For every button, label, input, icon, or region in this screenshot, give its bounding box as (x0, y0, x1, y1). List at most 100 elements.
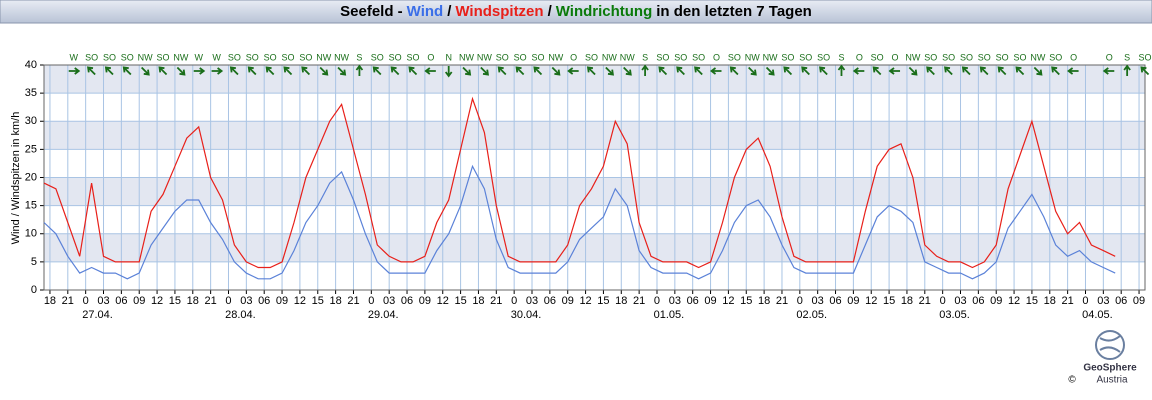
x-tick-label: 09 (276, 295, 288, 307)
date-label: 28.04. (225, 309, 256, 321)
x-tick-label: 12 (437, 295, 449, 307)
direction-arrow (801, 66, 810, 76)
direction-label: SO (781, 52, 794, 62)
direction-label: NW (620, 52, 635, 62)
band (44, 177, 1145, 206)
x-tick-label: 15 (740, 295, 752, 307)
direction-arrow (480, 66, 489, 76)
x-tick-label: 06 (115, 295, 127, 307)
y-tick-label: 20 (25, 171, 37, 183)
direction-arrow (605, 66, 614, 76)
direction-label: SO (496, 52, 509, 62)
direction-label: SO (1138, 52, 1151, 62)
direction-label: O (892, 52, 899, 62)
direction-label: SO (1049, 52, 1062, 62)
direction-label: SO (978, 52, 991, 62)
direction-label: SO (817, 52, 830, 62)
direction-arrow (1051, 66, 1060, 76)
direction-label: NW (138, 52, 153, 62)
x-tick-label: 0 (1082, 295, 1088, 307)
x-tick-label: 03 (812, 295, 824, 307)
x-tick-label: 03 (669, 295, 681, 307)
direction-arrow (729, 66, 739, 76)
x-tick-label: 09 (847, 295, 859, 307)
direction-label: NW (459, 52, 474, 62)
direction-label: S (356, 52, 362, 62)
x-tick-label: 0 (83, 295, 89, 307)
direction-label: SO (531, 52, 544, 62)
logo (1095, 330, 1125, 360)
x-tick-label: 18 (44, 295, 56, 307)
x-tick-label: 21 (776, 295, 788, 307)
direction-label: NW (477, 52, 492, 62)
x-tick-label: 09 (990, 295, 1002, 307)
series-line (43, 164, 1116, 280)
direction-label: SO (692, 52, 705, 62)
direction-label: S (838, 52, 844, 62)
date-label: 27.04. (82, 309, 113, 321)
title-part: / (447, 3, 452, 20)
direction-label: W (212, 52, 221, 62)
direction-label: SO (299, 52, 312, 62)
direction-arrow (1140, 66, 1150, 76)
x-tick-label: 18 (758, 295, 770, 307)
direction-arrow (888, 67, 901, 75)
direction-arrow (926, 66, 935, 76)
series-line (43, 96, 1116, 269)
direction-label: SO (996, 52, 1009, 62)
direction-arrow (997, 66, 1007, 76)
direction-label: NW (548, 52, 563, 62)
x-tick-label: 18 (187, 295, 199, 307)
direction-label: SO (103, 52, 116, 62)
direction-arrow (301, 66, 311, 76)
y-tick-label: 35 (25, 87, 37, 99)
x-tick-label: 0 (940, 295, 946, 307)
direction-label: SO (228, 52, 241, 62)
x-tick-label: 0 (511, 295, 517, 307)
x-tick-label: 15 (454, 295, 466, 307)
title-part: Seefeld - (340, 3, 403, 20)
title-part: Windrichtung (556, 3, 653, 20)
x-tick-label: 12 (1008, 295, 1020, 307)
direction-arrow (193, 67, 206, 75)
x-tick-label: 09 (562, 295, 574, 307)
direction-arrow (247, 66, 257, 76)
x-tick-label: 0 (368, 295, 374, 307)
direction-arrow (676, 66, 685, 76)
direction-arrow (1033, 66, 1043, 76)
x-tick-label: 21 (919, 295, 931, 307)
band (44, 233, 1145, 262)
direction-arrow (765, 66, 775, 76)
direction-arrow (623, 66, 632, 76)
date-label: 01.05. (654, 309, 685, 321)
title-part: Wind (407, 3, 444, 20)
direction-arrow (961, 66, 971, 76)
direction-arrow (872, 66, 882, 76)
x-tick-label: 09 (704, 295, 716, 307)
direction-label: SO (264, 52, 277, 62)
direction-arrow (837, 64, 846, 76)
direction-arrow (694, 66, 703, 76)
x-tick-label: 03 (383, 295, 395, 307)
direction-arrow (68, 67, 81, 75)
x-tick-label: 12 (294, 295, 306, 307)
x-tick-label: 03 (1097, 295, 1109, 307)
direction-label: W (194, 52, 203, 62)
x-tick-label: 06 (544, 295, 556, 307)
direction-arrow (372, 66, 382, 76)
direction-arrow (533, 66, 543, 76)
direction-arrow (319, 66, 329, 76)
direction-arrow (852, 67, 865, 75)
direction-label: SO (371, 52, 384, 62)
direction-label: NW (316, 52, 331, 62)
title-part: in den letzten 7 Tagen (656, 3, 812, 20)
direction-label: SO (281, 52, 294, 62)
date-label: 03.05. (939, 309, 970, 321)
y-tick-label: 5 (31, 256, 37, 268)
x-tick-label: 06 (401, 295, 413, 307)
direction-arrow (586, 66, 596, 76)
direction-arrow (944, 66, 953, 76)
direction-arrow (641, 64, 649, 76)
direction-label: NW (905, 52, 920, 62)
x-tick-label: 15 (1026, 295, 1038, 307)
